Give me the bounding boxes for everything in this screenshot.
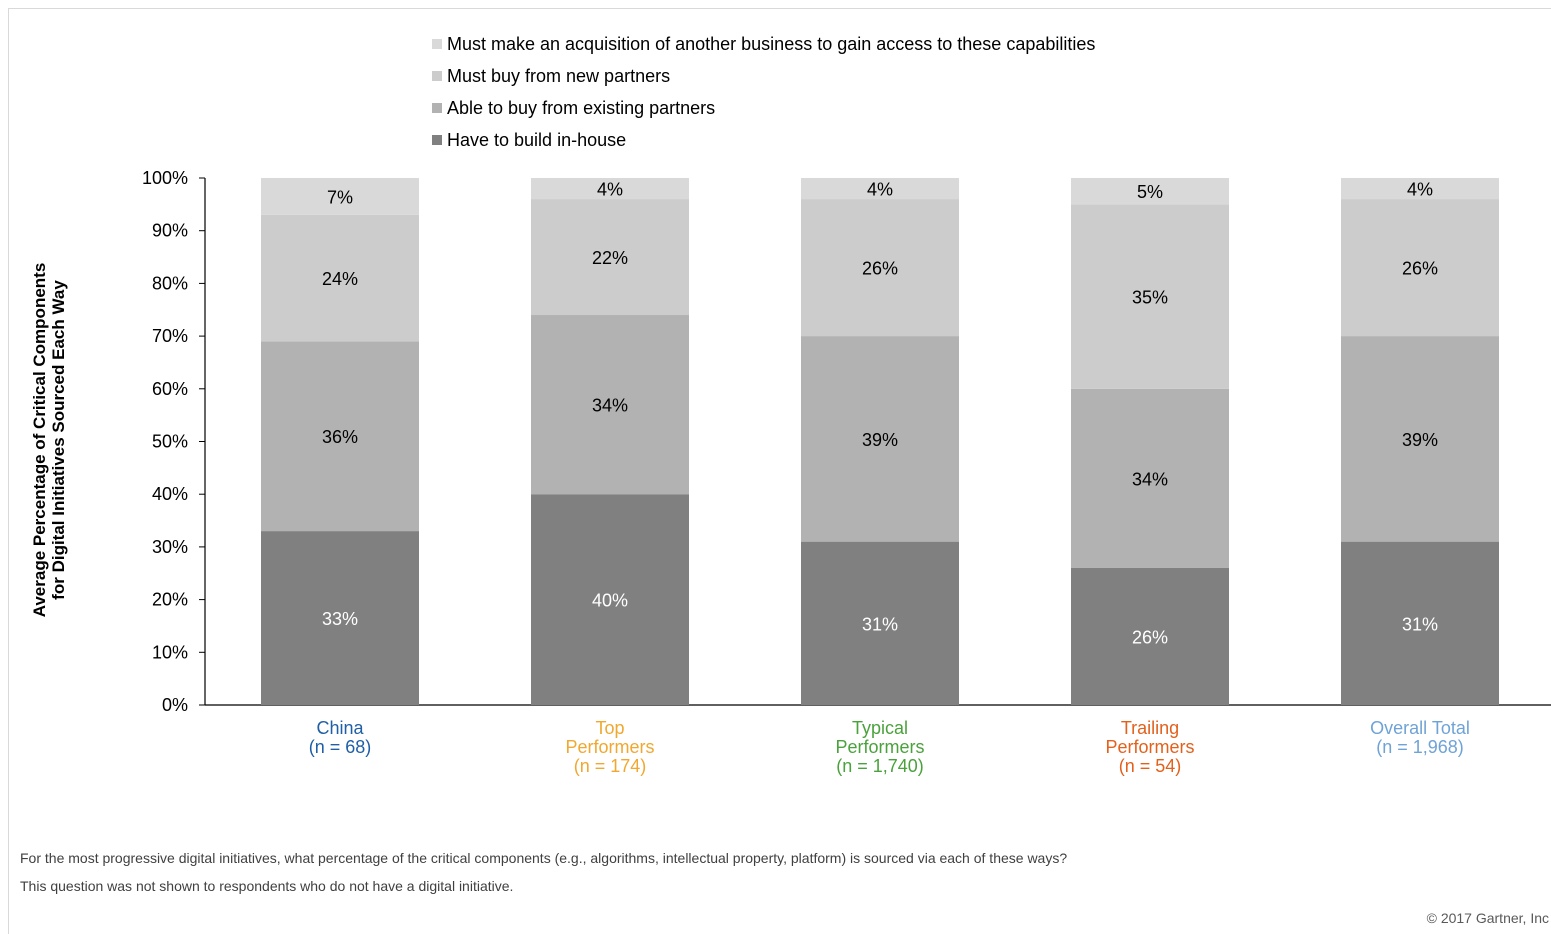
x-category-label-line: (n = 1,968) (1376, 737, 1464, 757)
bar-segment (801, 199, 959, 337)
legend-label: Able to buy from existing partners (447, 97, 716, 118)
bar-segment (801, 178, 959, 200)
y-tick-label: 80% (152, 273, 188, 293)
bar-segment (261, 341, 419, 532)
bar-segment (531, 178, 689, 200)
legend-label: Must make an acquisition of another busi… (447, 33, 1096, 54)
legend-label: Have to build in-house (447, 129, 627, 150)
exclusion-note: This question was not shown to responden… (20, 878, 514, 894)
y-tick-label: 30% (152, 537, 188, 557)
data-label: 26% (1402, 259, 1438, 279)
y-tick-label: 0% (162, 695, 188, 715)
bar-segment (261, 178, 419, 215)
y-tick-label: 60% (152, 379, 188, 399)
bar-segment (1341, 178, 1499, 200)
y-tick-label: 50% (152, 432, 188, 452)
x-category-label-line: Top (595, 718, 625, 738)
data-label: 39% (1402, 430, 1438, 450)
bar-segment (261, 531, 419, 705)
legend-swatch (432, 71, 442, 81)
bar-segment (1341, 336, 1499, 542)
data-label: 22% (592, 248, 628, 268)
data-label: 5% (1137, 182, 1163, 202)
bar-segment (261, 214, 419, 342)
x-category-label: Typical Performers (n = 1,740) (780, 719, 980, 776)
x-category-label-line: Overall Total (1370, 718, 1470, 738)
data-label: 34% (1132, 469, 1168, 489)
y-tick-label: 10% (152, 642, 188, 662)
bar-segment (1341, 541, 1499, 705)
bar-segment (1071, 388, 1229, 568)
y-tick-label: 100% (142, 168, 188, 188)
bar-segment (801, 541, 959, 705)
data-label: 33% (322, 609, 358, 629)
data-label: 40% (592, 591, 628, 611)
data-label: 24% (322, 269, 358, 289)
chart-frame (8, 8, 1551, 934)
data-label: 35% (1132, 288, 1168, 308)
data-label: 34% (592, 396, 628, 416)
x-category-label-line: Performers (1105, 737, 1195, 757)
data-label: 7% (327, 187, 353, 207)
bar-segment (1071, 204, 1229, 389)
data-label: 4% (1407, 180, 1433, 200)
x-category-label-line: Typical (851, 718, 909, 738)
bar-segment (531, 315, 689, 495)
legend: Must make an acquisition of another busi… (432, 28, 1095, 156)
copyright: © 2017 Gartner, Inc (1426, 910, 1549, 926)
data-label: 36% (322, 427, 358, 447)
x-category-label-line: China (316, 718, 364, 738)
bar-segment (1071, 178, 1229, 205)
data-label: 26% (1132, 627, 1168, 647)
x-category-label-line: Performers (565, 737, 655, 757)
data-label: 39% (862, 430, 898, 450)
legend-swatch (432, 103, 442, 113)
legend-swatch (432, 39, 442, 49)
x-category-label-line: (n = 1,740) (836, 756, 924, 776)
y-tick-label: 20% (152, 590, 188, 610)
x-category-label-line: Performers (835, 737, 925, 757)
legend-item: Have to build in-house (432, 124, 1095, 156)
legend-item: Able to buy from existing partners (432, 92, 1095, 124)
x-category-label: Overall Total (n = 1,968) (1320, 719, 1520, 757)
x-category-label-line: (n = 174) (573, 756, 647, 776)
x-category-label-line: (n = 68) (308, 737, 372, 757)
y-tick-label: 90% (152, 221, 188, 241)
data-label: 4% (597, 180, 623, 200)
x-category-label: China (n = 68) (240, 719, 440, 757)
x-category-label: Trailing Performers (n = 54) (1050, 719, 1250, 776)
legend-item: Must make an acquisition of another busi… (432, 28, 1095, 60)
bar-segment (1071, 567, 1229, 705)
y-tick-label: 70% (152, 326, 188, 346)
x-category-label-line: (n = 54) (1118, 756, 1182, 776)
bar-segment (531, 199, 689, 316)
x-category-label-line: Trailing (1120, 718, 1180, 738)
y-tick-label: 40% (152, 484, 188, 504)
data-label: 4% (867, 180, 893, 200)
x-category-label: Top Performers (n = 174) (510, 719, 710, 776)
legend-item: Must buy from new partners (432, 60, 1095, 92)
data-label: 31% (1402, 614, 1438, 634)
bar-segment (531, 494, 689, 705)
data-label: 31% (862, 614, 898, 634)
data-label: 26% (862, 259, 898, 279)
legend-swatch (432, 135, 442, 145)
bar-segment (801, 336, 959, 542)
legend-label: Must buy from new partners (447, 65, 671, 86)
bar-segment (1341, 199, 1499, 337)
question-note: For the most progressive digital initiat… (20, 850, 1068, 866)
